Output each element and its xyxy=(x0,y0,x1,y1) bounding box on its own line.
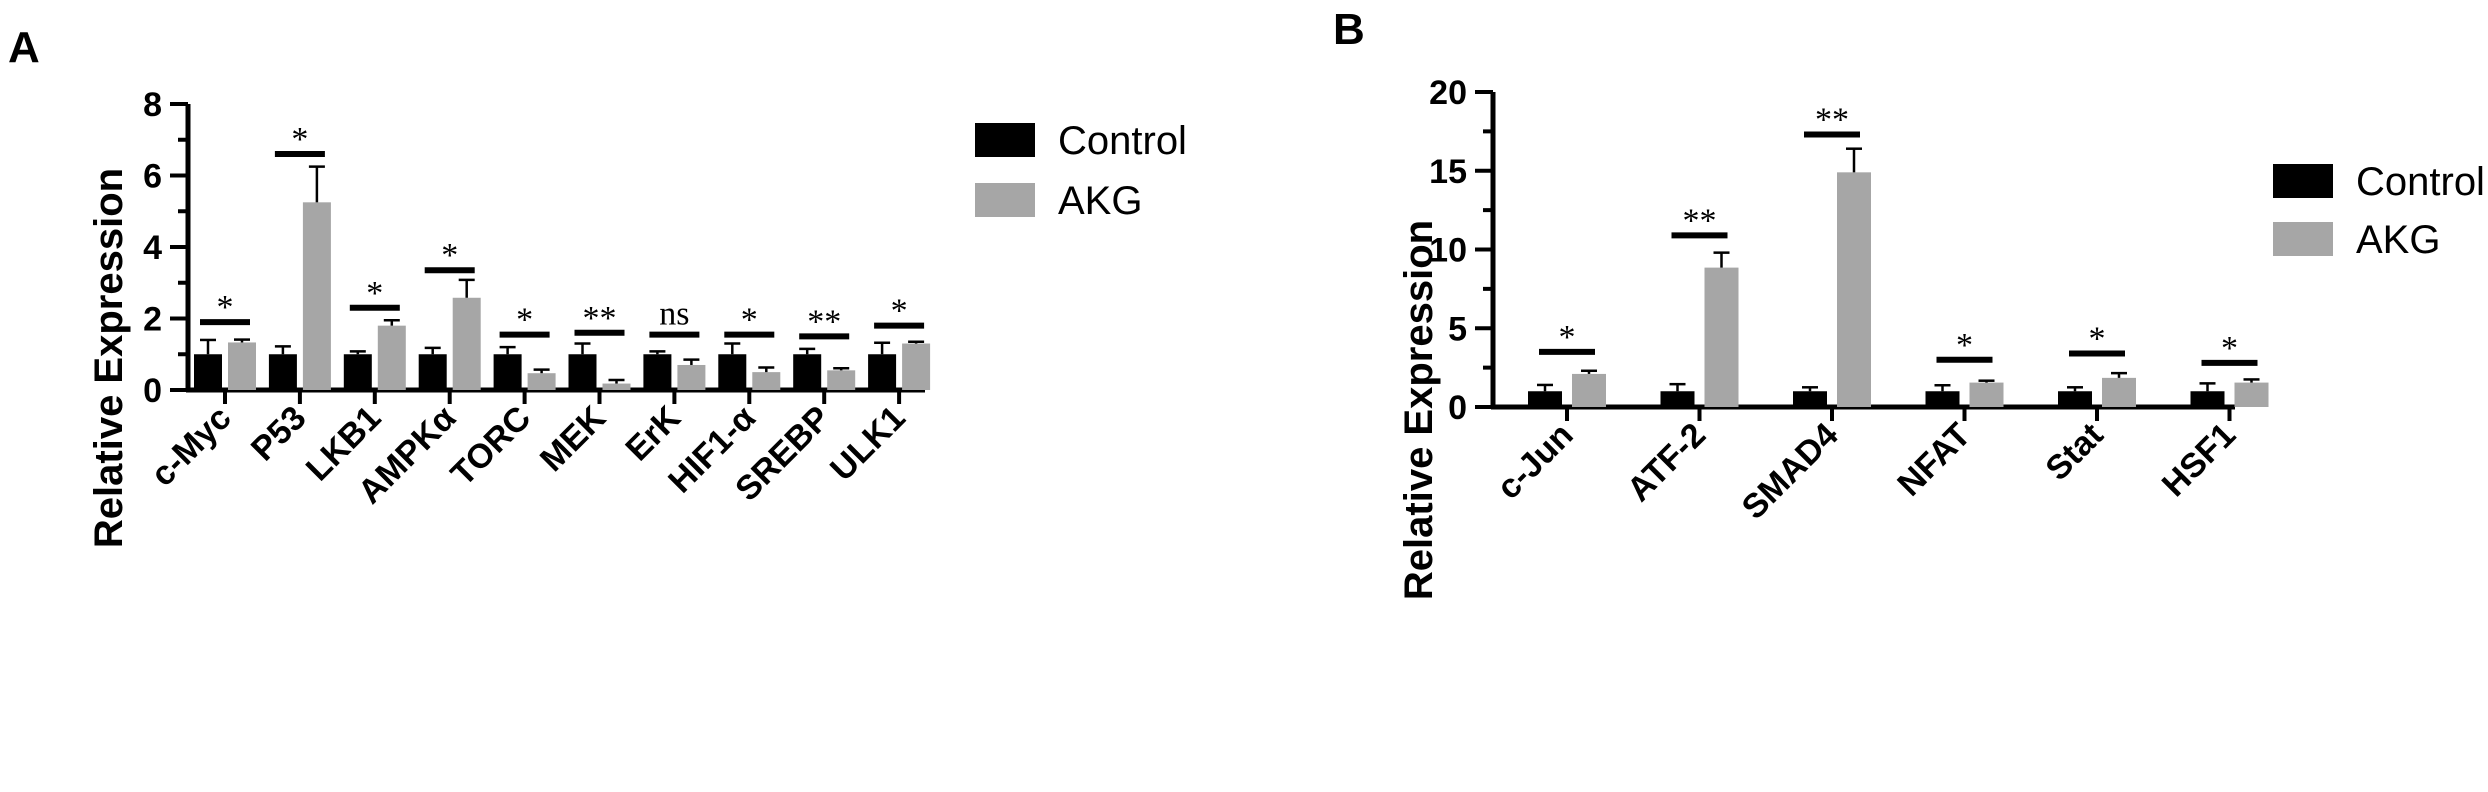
x-tick-label-nfat: NFAT xyxy=(1890,416,1978,504)
bar-akg-stat xyxy=(2102,377,2136,407)
legend-swatch-control xyxy=(975,123,1035,157)
significance-mark-p53: * xyxy=(291,121,308,158)
bar-akg-srebp xyxy=(827,370,856,390)
x-tick-label-atf-2: ATF-2 xyxy=(1620,416,1713,509)
x-tick-label-c-myc: c-Myc xyxy=(144,399,239,494)
legend-label-control: Control xyxy=(2356,160,2485,204)
legend-label-akg: AKG xyxy=(2356,218,2440,262)
significance-mark-hsf1: * xyxy=(2221,330,2238,367)
significance-mark-smad4: ** xyxy=(1815,102,1849,139)
panel-a-y-axis-title: Relative Expression xyxy=(87,168,131,548)
y-tick-label: 6 xyxy=(143,158,162,196)
significance-mark-stat: * xyxy=(2089,320,2106,357)
panel-b: B Relative Expression 0 5 10 15 20 c-Jun * ATF-… xyxy=(1333,5,2485,600)
bar-control-ampkalpha xyxy=(418,354,447,390)
bar-akg-ulk1 xyxy=(902,343,931,390)
y-tick-label: 8 xyxy=(143,86,162,124)
bar-akg-p53 xyxy=(302,202,331,390)
panel-b-y-axis-title: Relative Expression xyxy=(1397,220,1441,600)
significance-mark-atf-2: ** xyxy=(1683,202,1717,239)
x-tick-label-ulk1: ULK1 xyxy=(823,399,913,489)
panel-b-legend: Control AKG xyxy=(2273,160,2485,262)
x-tick-label-mek: MEK xyxy=(533,398,614,479)
y-tick-label: 0 xyxy=(1448,389,1467,427)
panel-a-legend: Control AKG xyxy=(975,119,1187,223)
bar-control-hif1-alpha xyxy=(718,354,747,390)
bar-control-erk xyxy=(643,354,672,390)
bar-control-srebp xyxy=(793,354,822,390)
bar-akg-erk xyxy=(677,364,706,390)
x-tick-label-hsf1: HSF1 xyxy=(2155,416,2243,504)
y-tick-label: 20 xyxy=(1429,74,1467,112)
bar-akg-nfat xyxy=(1969,382,2004,407)
significance-mark-c-jun: * xyxy=(1559,319,1576,356)
bar-control-smad4 xyxy=(1793,391,1827,407)
x-tick-label-c-jun: c-Jun xyxy=(1490,416,1581,507)
bar-control-torc xyxy=(493,354,522,390)
y-tick-label: 4 xyxy=(143,229,162,267)
significance-mark-nfat: * xyxy=(1956,327,1973,364)
bar-control-c-jun xyxy=(1528,391,1562,407)
bar-akg-atf-2 xyxy=(1704,267,1739,407)
significance-mark-hif1-alpha: * xyxy=(741,302,758,339)
panel-a: A Relative Expression 02468c-Myc*P53*LKB… xyxy=(8,23,1187,548)
bar-akg-hif1-alpha xyxy=(752,372,781,390)
legend-swatch-akg xyxy=(975,183,1035,217)
legend-label-control: Control xyxy=(1058,119,1187,163)
significance-mark-erk: ns xyxy=(659,296,689,333)
y-tick-label: 0 xyxy=(143,372,162,410)
panel-b-letter: B xyxy=(1333,5,1365,54)
legend-label-akg: AKG xyxy=(1058,179,1142,223)
bar-akg-c-jun xyxy=(1572,373,1606,407)
y-tick-label: 15 xyxy=(1429,153,1467,191)
bar-control-ulk1 xyxy=(868,354,897,390)
x-tick-label-torc: TORC xyxy=(444,399,539,494)
panel-a-letter: A xyxy=(8,23,40,72)
y-tick-label: 10 xyxy=(1429,232,1467,270)
significance-mark-ulk1: * xyxy=(891,293,908,330)
bar-akg-smad4 xyxy=(1837,172,1871,407)
bar-control-nfat xyxy=(1925,391,1960,407)
bar-control-hsf1 xyxy=(2190,391,2225,407)
bar-control-p53 xyxy=(268,354,297,390)
significance-mark-c-myc: * xyxy=(217,289,234,326)
bar-akg-ampkalpha xyxy=(452,297,481,390)
bar-control-c-myc xyxy=(194,354,222,390)
y-tick-label: 2 xyxy=(143,301,162,339)
legend-swatch-control xyxy=(2273,164,2333,198)
bar-control-lkb1 xyxy=(343,354,372,390)
significance-mark-torc: * xyxy=(516,302,533,339)
bar-akg-torc xyxy=(527,373,556,390)
significance-mark-lkb1: * xyxy=(366,275,383,312)
bar-akg-c-myc xyxy=(228,342,256,390)
significance-mark-ampkalpha: * xyxy=(441,237,458,274)
significance-mark-srebp: ** xyxy=(807,303,841,340)
x-tick-label-smad4: SMAD4 xyxy=(1735,416,1846,527)
bar-control-stat xyxy=(2058,391,2092,407)
y-tick-label: 5 xyxy=(1448,310,1467,348)
significance-mark-mek: ** xyxy=(583,300,617,337)
bar-control-mek xyxy=(568,354,597,390)
panel-b-plot-area: 0 5 10 15 20 c-Jun * ATF-2 ** SMAD4 ** NFAT * Stat * HS… xyxy=(1429,74,2269,527)
bar-control-atf-2 xyxy=(1660,391,1695,407)
bar-akg-lkb1 xyxy=(377,325,406,390)
x-tick-label-stat: Stat xyxy=(2038,416,2110,488)
legend-swatch-akg xyxy=(2273,222,2333,256)
bar-akg-hsf1 xyxy=(2234,382,2269,407)
bar-akg-mek xyxy=(602,383,631,390)
panel-a-plot-area: 02468c-Myc*P53*LKB1*AMPKα*TORC*MEK**ErKn… xyxy=(143,86,931,511)
